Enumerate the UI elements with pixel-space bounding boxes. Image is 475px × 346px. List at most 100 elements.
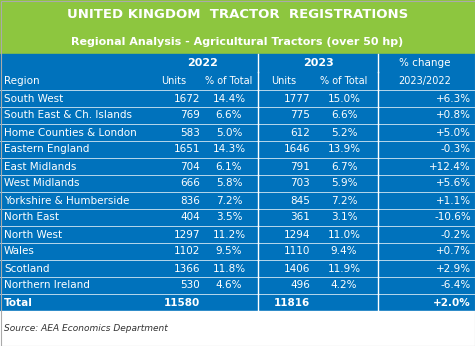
Text: +2.9%: +2.9% [436,264,471,273]
Text: South East & Ch. Islands: South East & Ch. Islands [4,110,132,120]
Text: % of Total: % of Total [205,76,253,86]
Text: 704: 704 [180,162,200,172]
Text: 1651: 1651 [173,145,200,155]
Text: -10.6%: -10.6% [434,212,471,222]
Bar [0,260,475,277]
Text: -0.3%: -0.3% [441,145,471,155]
Text: 583: 583 [180,127,200,137]
Text: 666: 666 [180,179,200,189]
Text: 5.0%: 5.0% [216,127,242,137]
Text: East Midlands: East Midlands [4,162,76,172]
Text: 9.5%: 9.5% [216,246,242,256]
Text: 14.4%: 14.4% [212,93,246,103]
Bar [0,0,475,30]
Text: 6.6%: 6.6% [216,110,242,120]
Text: 1646: 1646 [284,145,310,155]
Bar [0,90,475,107]
Text: Regional Analysis - Agricultural Tractors (over 50 hp): Regional Analysis - Agricultural Tractor… [71,37,404,47]
Text: 15.0%: 15.0% [327,93,361,103]
Text: 2023/2022: 2023/2022 [398,76,451,86]
Bar [0,277,475,294]
Text: +0.8%: +0.8% [436,110,471,120]
Text: 13.9%: 13.9% [327,145,361,155]
Text: Units: Units [162,76,187,86]
Bar [0,192,475,209]
Text: Home Counties & London: Home Counties & London [4,127,137,137]
Text: 11580: 11580 [164,298,200,308]
Bar [0,175,475,192]
Text: 7.2%: 7.2% [216,195,242,206]
Text: 5.9%: 5.9% [331,179,357,189]
Text: 836: 836 [180,195,200,206]
Text: Scotland: Scotland [4,264,49,273]
Text: 11.8%: 11.8% [212,264,246,273]
Text: Yorkshire & Humberside: Yorkshire & Humberside [4,195,129,206]
Text: +2.0%: +2.0% [433,298,471,308]
Text: South West: South West [4,93,63,103]
Text: UNITED KINGDOM  TRACTOR  REGISTRATIONS: UNITED KINGDOM TRACTOR REGISTRATIONS [67,9,408,21]
Text: North West: North West [4,229,62,239]
Bar [0,243,475,260]
Text: 2023: 2023 [303,58,333,68]
Text: Eastern England: Eastern England [4,145,89,155]
Bar [0,124,475,141]
Text: 14.3%: 14.3% [212,145,246,155]
Bar [0,311,475,346]
Text: 845: 845 [290,195,310,206]
Text: 3.1%: 3.1% [331,212,357,222]
Text: 2022: 2022 [188,58,218,68]
Text: 4.6%: 4.6% [216,281,242,291]
Text: 11.2%: 11.2% [212,229,246,239]
Text: +5.6%: +5.6% [436,179,471,189]
Text: -6.4%: -6.4% [441,281,471,291]
Text: 6.7%: 6.7% [331,162,357,172]
Text: 6.1%: 6.1% [216,162,242,172]
Text: +5.0%: +5.0% [436,127,471,137]
Text: 612: 612 [290,127,310,137]
Text: 1102: 1102 [174,246,200,256]
Text: 361: 361 [290,212,310,222]
Bar [0,141,475,158]
Text: 530: 530 [180,281,200,291]
Text: 775: 775 [290,110,310,120]
Text: Wales: Wales [4,246,35,256]
Text: 1366: 1366 [173,264,200,273]
Text: 404: 404 [180,212,200,222]
Text: +0.7%: +0.7% [436,246,471,256]
Bar [0,107,475,124]
Text: 11816: 11816 [274,298,310,308]
Text: 1110: 1110 [284,246,310,256]
Text: 11.9%: 11.9% [327,264,361,273]
Text: Source: AEA Economics Department: Source: AEA Economics Department [4,324,168,333]
Text: +6.3%: +6.3% [436,93,471,103]
Text: % change: % change [399,58,450,68]
Text: 5.2%: 5.2% [331,127,357,137]
Text: 1672: 1672 [173,93,200,103]
Text: North East: North East [4,212,59,222]
Text: 769: 769 [180,110,200,120]
Text: 1777: 1777 [284,93,310,103]
Text: West Midlands: West Midlands [4,179,79,189]
Bar [0,209,475,226]
Text: Region: Region [4,76,39,86]
Text: % of Total: % of Total [320,76,368,86]
Text: 703: 703 [290,179,310,189]
Text: 6.6%: 6.6% [331,110,357,120]
Text: 1297: 1297 [173,229,200,239]
Text: 496: 496 [290,281,310,291]
Bar [0,30,475,54]
Text: 11.0%: 11.0% [327,229,361,239]
Text: 7.2%: 7.2% [331,195,357,206]
Bar [0,294,475,311]
Text: -0.2%: -0.2% [441,229,471,239]
Text: +12.4%: +12.4% [429,162,471,172]
Text: 791: 791 [290,162,310,172]
Text: 5.8%: 5.8% [216,179,242,189]
Bar [0,158,475,175]
Bar [0,72,475,90]
Text: 4.2%: 4.2% [331,281,357,291]
Bar [0,226,475,243]
Text: 1406: 1406 [284,264,310,273]
Text: +1.1%: +1.1% [436,195,471,206]
Text: 9.4%: 9.4% [331,246,357,256]
